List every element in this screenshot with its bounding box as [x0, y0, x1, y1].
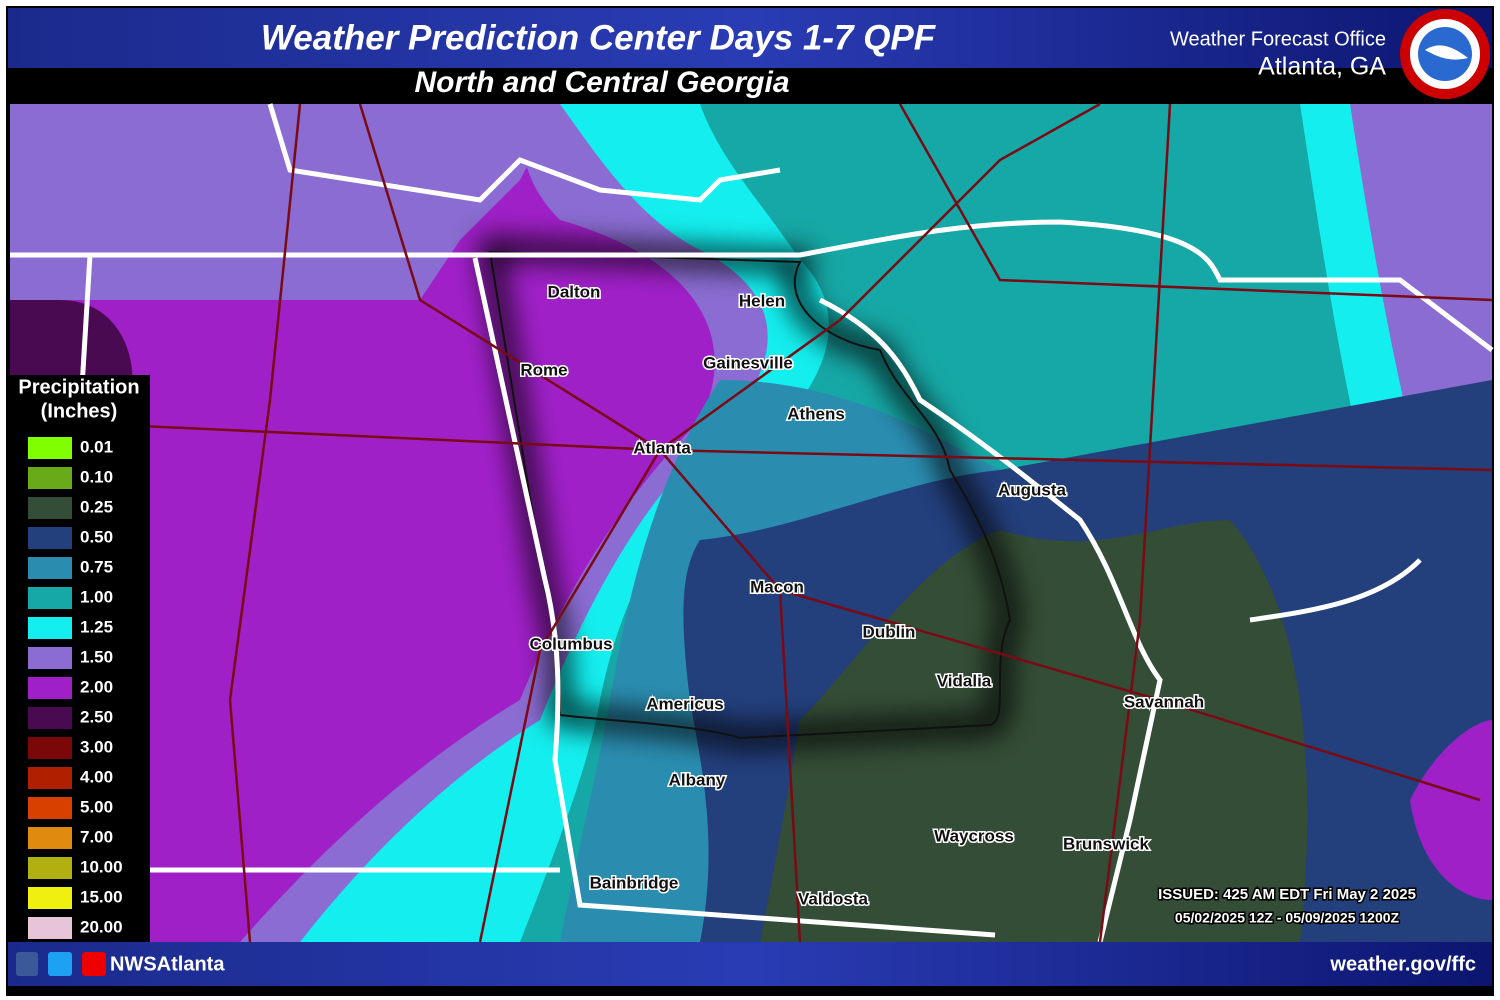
legend-swatch — [28, 497, 72, 519]
social-handle[interactable]: NWSAtlanta — [110, 953, 225, 975]
legend-label: 5.00 — [80, 797, 113, 816]
city-label: Vidalia — [937, 671, 992, 690]
city-label: Waycross — [934, 826, 1014, 845]
legend-swatch — [28, 557, 72, 579]
highways — [9, 102, 1493, 943]
legend-label: 4.00 — [80, 767, 113, 786]
legend-label: 10.00 — [80, 857, 123, 876]
city-label: Macon — [750, 577, 804, 596]
facebook-icon[interactable] — [16, 952, 38, 976]
legend-swatch — [28, 467, 72, 489]
legend-label: 0.75 — [80, 557, 113, 576]
legend-label: 15.00 — [80, 887, 123, 906]
header-band — [8, 8, 1492, 68]
city-label: Brunswick — [1063, 834, 1150, 853]
legend-label: 20.00 — [80, 917, 123, 936]
legend-swatch — [28, 917, 72, 939]
valid-text: 05/02/2025 12Z - 05/09/2025 1200Z — [1175, 910, 1400, 926]
region — [760, 520, 1308, 942]
region — [1400, 104, 1492, 260]
legend-label: 7.00 — [80, 827, 113, 846]
city-label: Bainbridge — [590, 873, 679, 892]
legend-label: 2.00 — [80, 677, 113, 696]
city-labels: Dalton Helen Rome Gainesville Athens Atl… — [519, 281, 1206, 910]
city-label: Valdosta — [798, 889, 868, 908]
footer-band — [8, 942, 1492, 986]
city-label: Atlanta — [633, 438, 691, 457]
city-label: Savannah — [1124, 692, 1204, 711]
legend-title: Precipitation — [18, 376, 139, 398]
subtitle: North and Central Georgia — [414, 66, 789, 99]
city-label: Dublin — [863, 622, 916, 641]
legend-label: 0.10 — [80, 467, 113, 486]
city-label: Albany — [669, 770, 726, 789]
twitter-icon[interactable] — [48, 952, 72, 976]
legend-swatch — [28, 707, 72, 729]
city-label: Rome — [520, 360, 567, 379]
region — [10, 104, 560, 300]
legend-label: 0.25 — [80, 497, 113, 516]
title: Weather Prediction Center Days 1-7 QPF — [261, 18, 937, 57]
legend-unit: (Inches) — [41, 400, 118, 422]
region — [1410, 720, 1492, 900]
city-label: Gainesville — [703, 353, 793, 372]
legend-label: 1.25 — [80, 617, 113, 636]
legend-swatch — [28, 437, 72, 459]
legend-label: 1.00 — [80, 587, 113, 606]
legend-swatch — [28, 647, 72, 669]
legend-label: 0.50 — [80, 527, 113, 546]
office: Weather Forecast Office — [1170, 28, 1386, 50]
subheader-band — [8, 68, 1492, 102]
legend-swatch — [28, 587, 72, 609]
office-location: Atlanta, GA — [1258, 53, 1386, 81]
legend-swatch — [28, 677, 72, 699]
legend-label: 1.50 — [80, 647, 113, 666]
legend-swatch — [28, 857, 72, 879]
state-lines — [10, 103, 1494, 943]
city-label: Athens — [787, 404, 845, 423]
youtube-icon[interactable] — [82, 952, 106, 976]
map — [9, 102, 1494, 943]
legend-items: 0.01 0.10 0.25 0.50 0.75 1.00 1.25 1.50 2.00 2.50… — [28, 437, 123, 939]
city-label: Dalton — [548, 282, 601, 301]
legend-label: 2.50 — [80, 707, 113, 726]
legend-swatch — [28, 827, 72, 849]
legend-swatch — [28, 737, 72, 759]
legend-swatch — [28, 887, 72, 909]
city-label: Augusta — [998, 480, 1067, 499]
legend-label: 0.01 — [80, 437, 113, 456]
legend-swatch — [28, 797, 72, 819]
legend-swatch — [28, 767, 72, 789]
legend-label: 3.00 — [80, 737, 113, 756]
legend-swatch — [28, 617, 72, 639]
nws-logo — [1400, 9, 1490, 99]
footer-url[interactable]: weather.gov/ffc — [1329, 953, 1476, 975]
city-label: Columbus — [529, 634, 612, 653]
city-label: Helen — [739, 291, 785, 310]
city-label: Americus — [646, 694, 723, 713]
issued-text: ISSUED: 425 AM EDT Fri May 2 2025 — [1158, 886, 1416, 903]
legend-swatch — [28, 527, 72, 549]
